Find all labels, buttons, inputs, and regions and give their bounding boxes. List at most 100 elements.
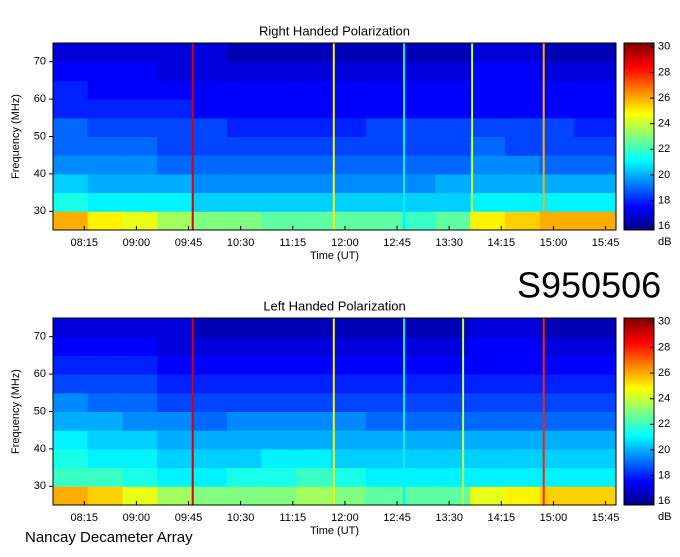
colorbar-segment xyxy=(624,155,654,159)
spectrum-cell xyxy=(87,173,124,194)
spectrum-cell xyxy=(226,192,263,212)
colorbar-tick-label: 26 xyxy=(658,367,670,379)
spectrum-cell xyxy=(365,318,402,338)
colorbar-segment xyxy=(624,453,654,457)
spectrum-cell xyxy=(87,336,124,356)
colorbar-segment xyxy=(624,357,654,361)
spectrum-cell xyxy=(192,374,228,394)
spectrum-cell xyxy=(400,173,436,194)
spectrum-cell xyxy=(261,318,297,338)
spectrum-cell xyxy=(574,211,617,231)
spectrum-cell xyxy=(539,117,575,137)
spectrum-cell xyxy=(226,448,263,469)
spectrum-cell xyxy=(226,117,263,137)
colorbar-segment xyxy=(624,185,654,189)
spectrum-cell xyxy=(400,211,436,231)
colorbar-frame xyxy=(623,317,655,506)
spectrum-cell xyxy=(400,61,436,81)
spectrum-cell xyxy=(87,192,124,212)
spectrum-cell xyxy=(539,61,575,81)
spectrum-cell xyxy=(122,448,158,469)
spectrum-cell xyxy=(157,211,193,231)
spectrum-cell xyxy=(261,192,297,212)
colorbar-segment xyxy=(624,183,654,187)
spectrum-cell xyxy=(574,336,617,356)
colorbar-segment xyxy=(624,458,654,462)
spectrum-cell xyxy=(192,411,228,431)
colorbar-segment xyxy=(624,430,654,434)
spectrum-cell xyxy=(400,336,436,356)
colorbar-tick-label: 24 xyxy=(658,118,670,130)
spectrum-cell xyxy=(574,43,617,63)
spectrum-cell xyxy=(53,374,89,394)
spectrum-cell xyxy=(87,61,124,81)
spectrum-cell xyxy=(470,173,506,194)
spectrum-cell xyxy=(539,374,575,394)
x-tick-label: 12:45 xyxy=(383,237,411,249)
x-tick-label: 14:15 xyxy=(488,512,516,524)
spectrum-cell xyxy=(400,355,436,375)
spectrum-cell xyxy=(226,43,263,63)
colorbar-segment xyxy=(624,176,654,180)
colorbar-segment xyxy=(624,497,654,501)
spectrum-cell xyxy=(87,211,124,231)
spectrum-cell xyxy=(504,336,541,356)
colorbar-label: dB xyxy=(658,511,671,523)
colorbar-segment xyxy=(624,383,654,387)
spectrum-cell xyxy=(365,80,402,100)
spectrum-cell xyxy=(365,411,402,431)
spectrum-cell xyxy=(400,430,436,450)
spectrum-cell xyxy=(261,392,297,412)
spectrum-cell xyxy=(504,374,541,394)
spectrum-cell xyxy=(331,211,367,231)
colorbar-segment xyxy=(624,47,654,51)
spectrum-cell xyxy=(435,61,471,81)
spectrum-cell xyxy=(470,336,506,356)
colorbar-segment xyxy=(624,173,654,177)
spectrum-cell xyxy=(574,392,617,412)
spectrum-cell xyxy=(261,448,297,469)
spectrum-cell xyxy=(157,336,193,356)
spectrum-cell xyxy=(470,192,506,212)
spectrum-cell xyxy=(331,80,367,100)
x-tick-label: 12:45 xyxy=(383,512,411,524)
spectrum-cell xyxy=(296,192,332,212)
colorbar-segment xyxy=(624,71,654,74)
spectrum-cell xyxy=(226,467,263,487)
spectrum-cell xyxy=(53,448,89,469)
spectrum-cell xyxy=(157,117,193,137)
colorbar-tick-label: 26 xyxy=(658,92,670,104)
spectrum-cell xyxy=(261,80,297,100)
spectrum-cell xyxy=(435,318,471,338)
spectrum-cell xyxy=(400,136,436,156)
spectrum-cell xyxy=(400,80,436,100)
colorbar-segment xyxy=(624,92,654,95)
colorbar-segment xyxy=(624,446,654,450)
colorbar-segment xyxy=(624,472,654,476)
spectrum-cell xyxy=(261,486,297,506)
spectrum-cell xyxy=(87,374,124,394)
x-tick-label: 09:45 xyxy=(175,512,203,524)
colorbar-segment xyxy=(624,455,654,459)
x-tick-label: 12:00 xyxy=(331,237,359,249)
colorbar-segment xyxy=(624,409,654,412)
colorbar-segment xyxy=(624,476,654,480)
spectrum-cell xyxy=(261,155,297,175)
spectrum-cell xyxy=(122,486,158,506)
colorbar-tick-label: 16 xyxy=(658,495,670,507)
spectrum-cell xyxy=(87,392,124,412)
spectrum-cell xyxy=(365,192,402,212)
colorbar-segment xyxy=(624,411,654,415)
spectrum-cell xyxy=(470,430,506,450)
colorbar-segment xyxy=(624,327,654,331)
colorbar-segment xyxy=(624,413,654,417)
colorbar-segment xyxy=(624,115,654,119)
spectrum-cell xyxy=(261,355,297,375)
colorbar-segment xyxy=(624,460,654,464)
colorbar-segment xyxy=(624,171,654,175)
colorbar-segment xyxy=(624,145,654,149)
spectrum-cell xyxy=(122,80,158,100)
spectrum-cell xyxy=(53,155,89,175)
colorbar-segment xyxy=(624,402,654,405)
colorbar-segment xyxy=(624,334,654,338)
